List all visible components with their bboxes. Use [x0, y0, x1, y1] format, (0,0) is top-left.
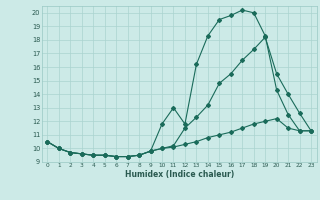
X-axis label: Humidex (Indice chaleur): Humidex (Indice chaleur): [124, 170, 234, 179]
